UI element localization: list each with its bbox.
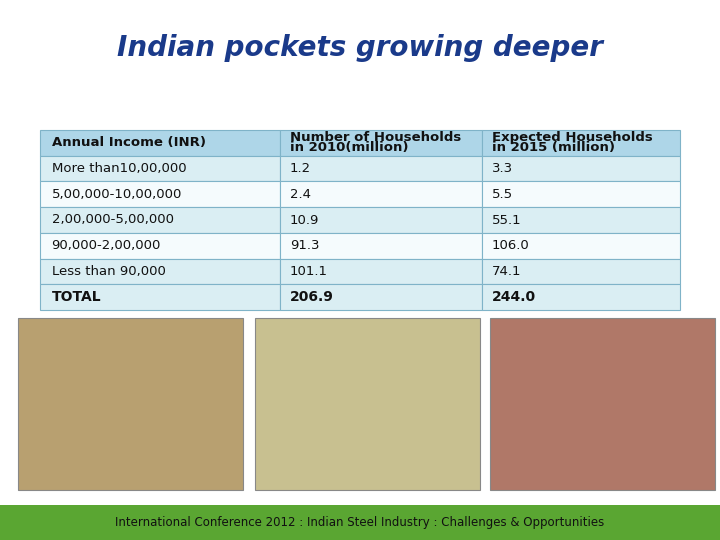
Bar [482,207,680,233]
Bar [482,259,680,284]
Bar [280,130,482,156]
Bar [18,318,243,490]
Bar [482,181,680,207]
Text: in 2015 (million): in 2015 (million) [492,141,615,154]
Bar [255,318,480,490]
Bar [40,233,280,259]
Bar [280,156,482,181]
Text: 106.0: 106.0 [492,239,529,252]
Text: 55.1: 55.1 [492,213,521,226]
Text: 5.5: 5.5 [492,188,513,201]
Text: 244.0: 244.0 [492,290,536,304]
Text: Less than 90,000: Less than 90,000 [52,265,166,278]
Text: 10.9: 10.9 [290,213,320,226]
Bar [482,130,680,156]
Bar [482,156,680,181]
Text: 2.4: 2.4 [290,188,311,201]
Bar [40,259,280,284]
Text: in 2010(million): in 2010(million) [290,141,408,154]
Bar [40,181,280,207]
Text: 91.3: 91.3 [290,239,320,252]
Text: 1.2: 1.2 [290,162,311,175]
Text: Annual Income (INR): Annual Income (INR) [52,137,206,150]
Bar [40,156,280,181]
Bar [280,284,482,310]
Bar [280,233,482,259]
Text: TOTAL: TOTAL [52,290,102,304]
Bar [280,259,482,284]
Text: 206.9: 206.9 [290,290,334,304]
Bar [40,207,280,233]
Bar [482,233,680,259]
Bar [40,130,280,156]
Text: 2,00,000-5,00,000: 2,00,000-5,00,000 [52,213,174,226]
Text: Number of Households: Number of Households [290,131,462,144]
Bar [0,505,720,540]
Text: 101.1: 101.1 [290,265,328,278]
Text: Indian pockets growing deeper: Indian pockets growing deeper [117,34,603,62]
Bar [482,284,680,310]
Bar [490,318,715,490]
Text: 74.1: 74.1 [492,265,521,278]
Text: More than10,00,000: More than10,00,000 [52,162,186,175]
Bar [40,284,280,310]
Text: 90,000-2,00,000: 90,000-2,00,000 [52,239,161,252]
Text: 5,00,000-10,00,000: 5,00,000-10,00,000 [52,188,182,201]
Text: Expected Households: Expected Households [492,131,652,144]
Text: International Conference 2012 : Indian Steel Industry : Challenges & Opportuniti: International Conference 2012 : Indian S… [115,516,605,529]
Text: 3.3: 3.3 [492,162,513,175]
Bar [280,181,482,207]
Bar [280,207,482,233]
